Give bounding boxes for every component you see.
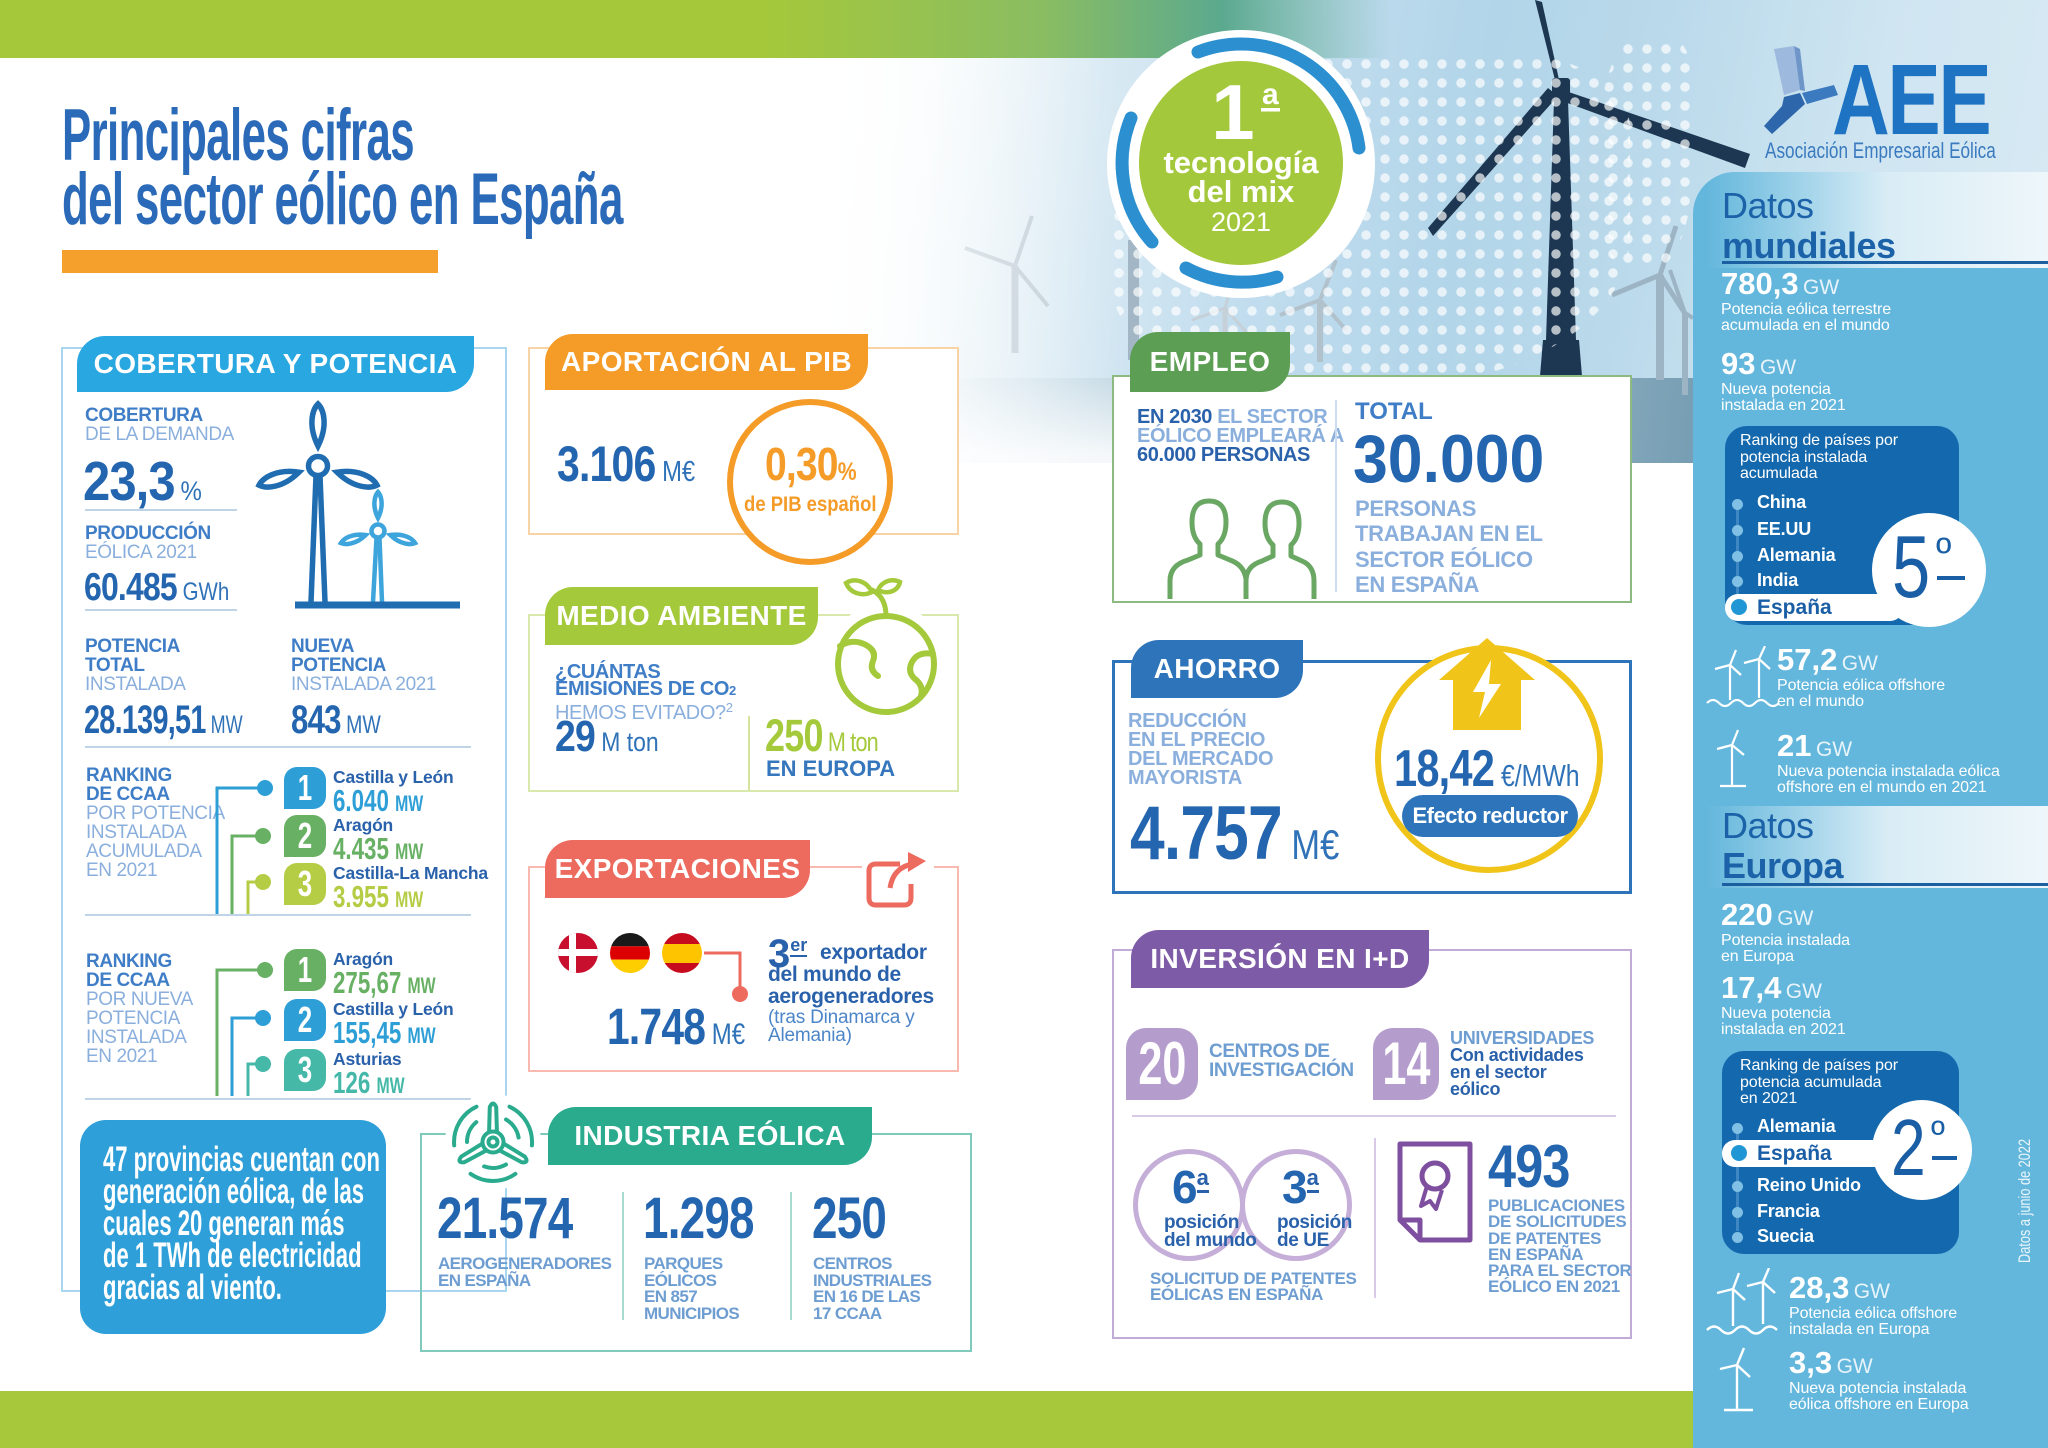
- svg-text:2021: 2021: [1211, 207, 1271, 237]
- svg-text:tecnología: tecnología: [1163, 145, 1319, 180]
- svg-text:del mix: del mix: [1188, 174, 1296, 209]
- svg-text:1: 1: [1211, 68, 1254, 156]
- svg-text:a: a: [1262, 78, 1279, 111]
